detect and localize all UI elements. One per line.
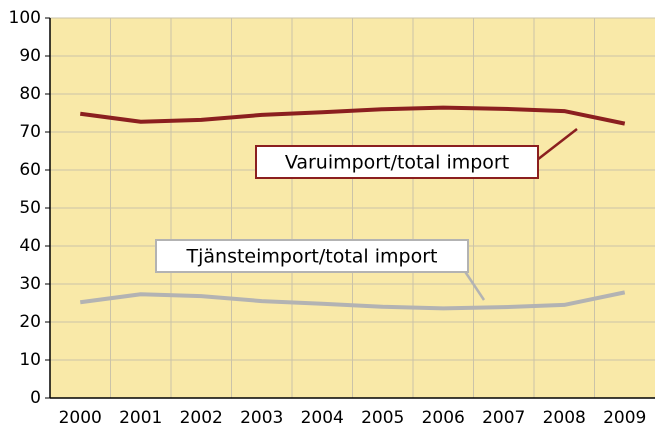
y-tick-label: 70 bbox=[19, 122, 41, 142]
x-tick-label: 2000 bbox=[59, 408, 102, 428]
label-pointer bbox=[536, 128, 578, 161]
y-tick-label: 20 bbox=[19, 312, 41, 332]
x-tick-label: 2005 bbox=[361, 408, 404, 428]
label-box bbox=[255, 145, 539, 179]
series-label: Varuimport/total import bbox=[285, 152, 509, 174]
x-tick-label: 2006 bbox=[422, 408, 465, 428]
x-tick-label: 2001 bbox=[119, 408, 162, 428]
series-line bbox=[79, 105, 626, 126]
label-box bbox=[155, 239, 469, 273]
y-tick-label: 0 bbox=[30, 388, 41, 408]
y-tick-label: 60 bbox=[19, 160, 41, 180]
x-tick-label: 2004 bbox=[301, 408, 344, 428]
x-tick-label: 2007 bbox=[482, 408, 525, 428]
x-tick-label: 2009 bbox=[603, 408, 646, 428]
y-tick-label: 80 bbox=[19, 84, 41, 104]
y-tick-label: 10 bbox=[19, 350, 41, 370]
series-label: Tjänsteimport/total import bbox=[186, 246, 438, 268]
x-tick-label: 2008 bbox=[543, 408, 586, 428]
y-tick-label: 100 bbox=[9, 8, 41, 28]
y-tick-label: 50 bbox=[19, 198, 41, 218]
y-tick-label: 30 bbox=[19, 274, 41, 294]
y-tick-label: 90 bbox=[19, 46, 41, 66]
y-tick-label: 40 bbox=[19, 236, 41, 256]
x-tick-label: 2002 bbox=[180, 408, 223, 428]
series-line bbox=[79, 290, 626, 311]
x-tick-label: 2003 bbox=[240, 408, 283, 428]
